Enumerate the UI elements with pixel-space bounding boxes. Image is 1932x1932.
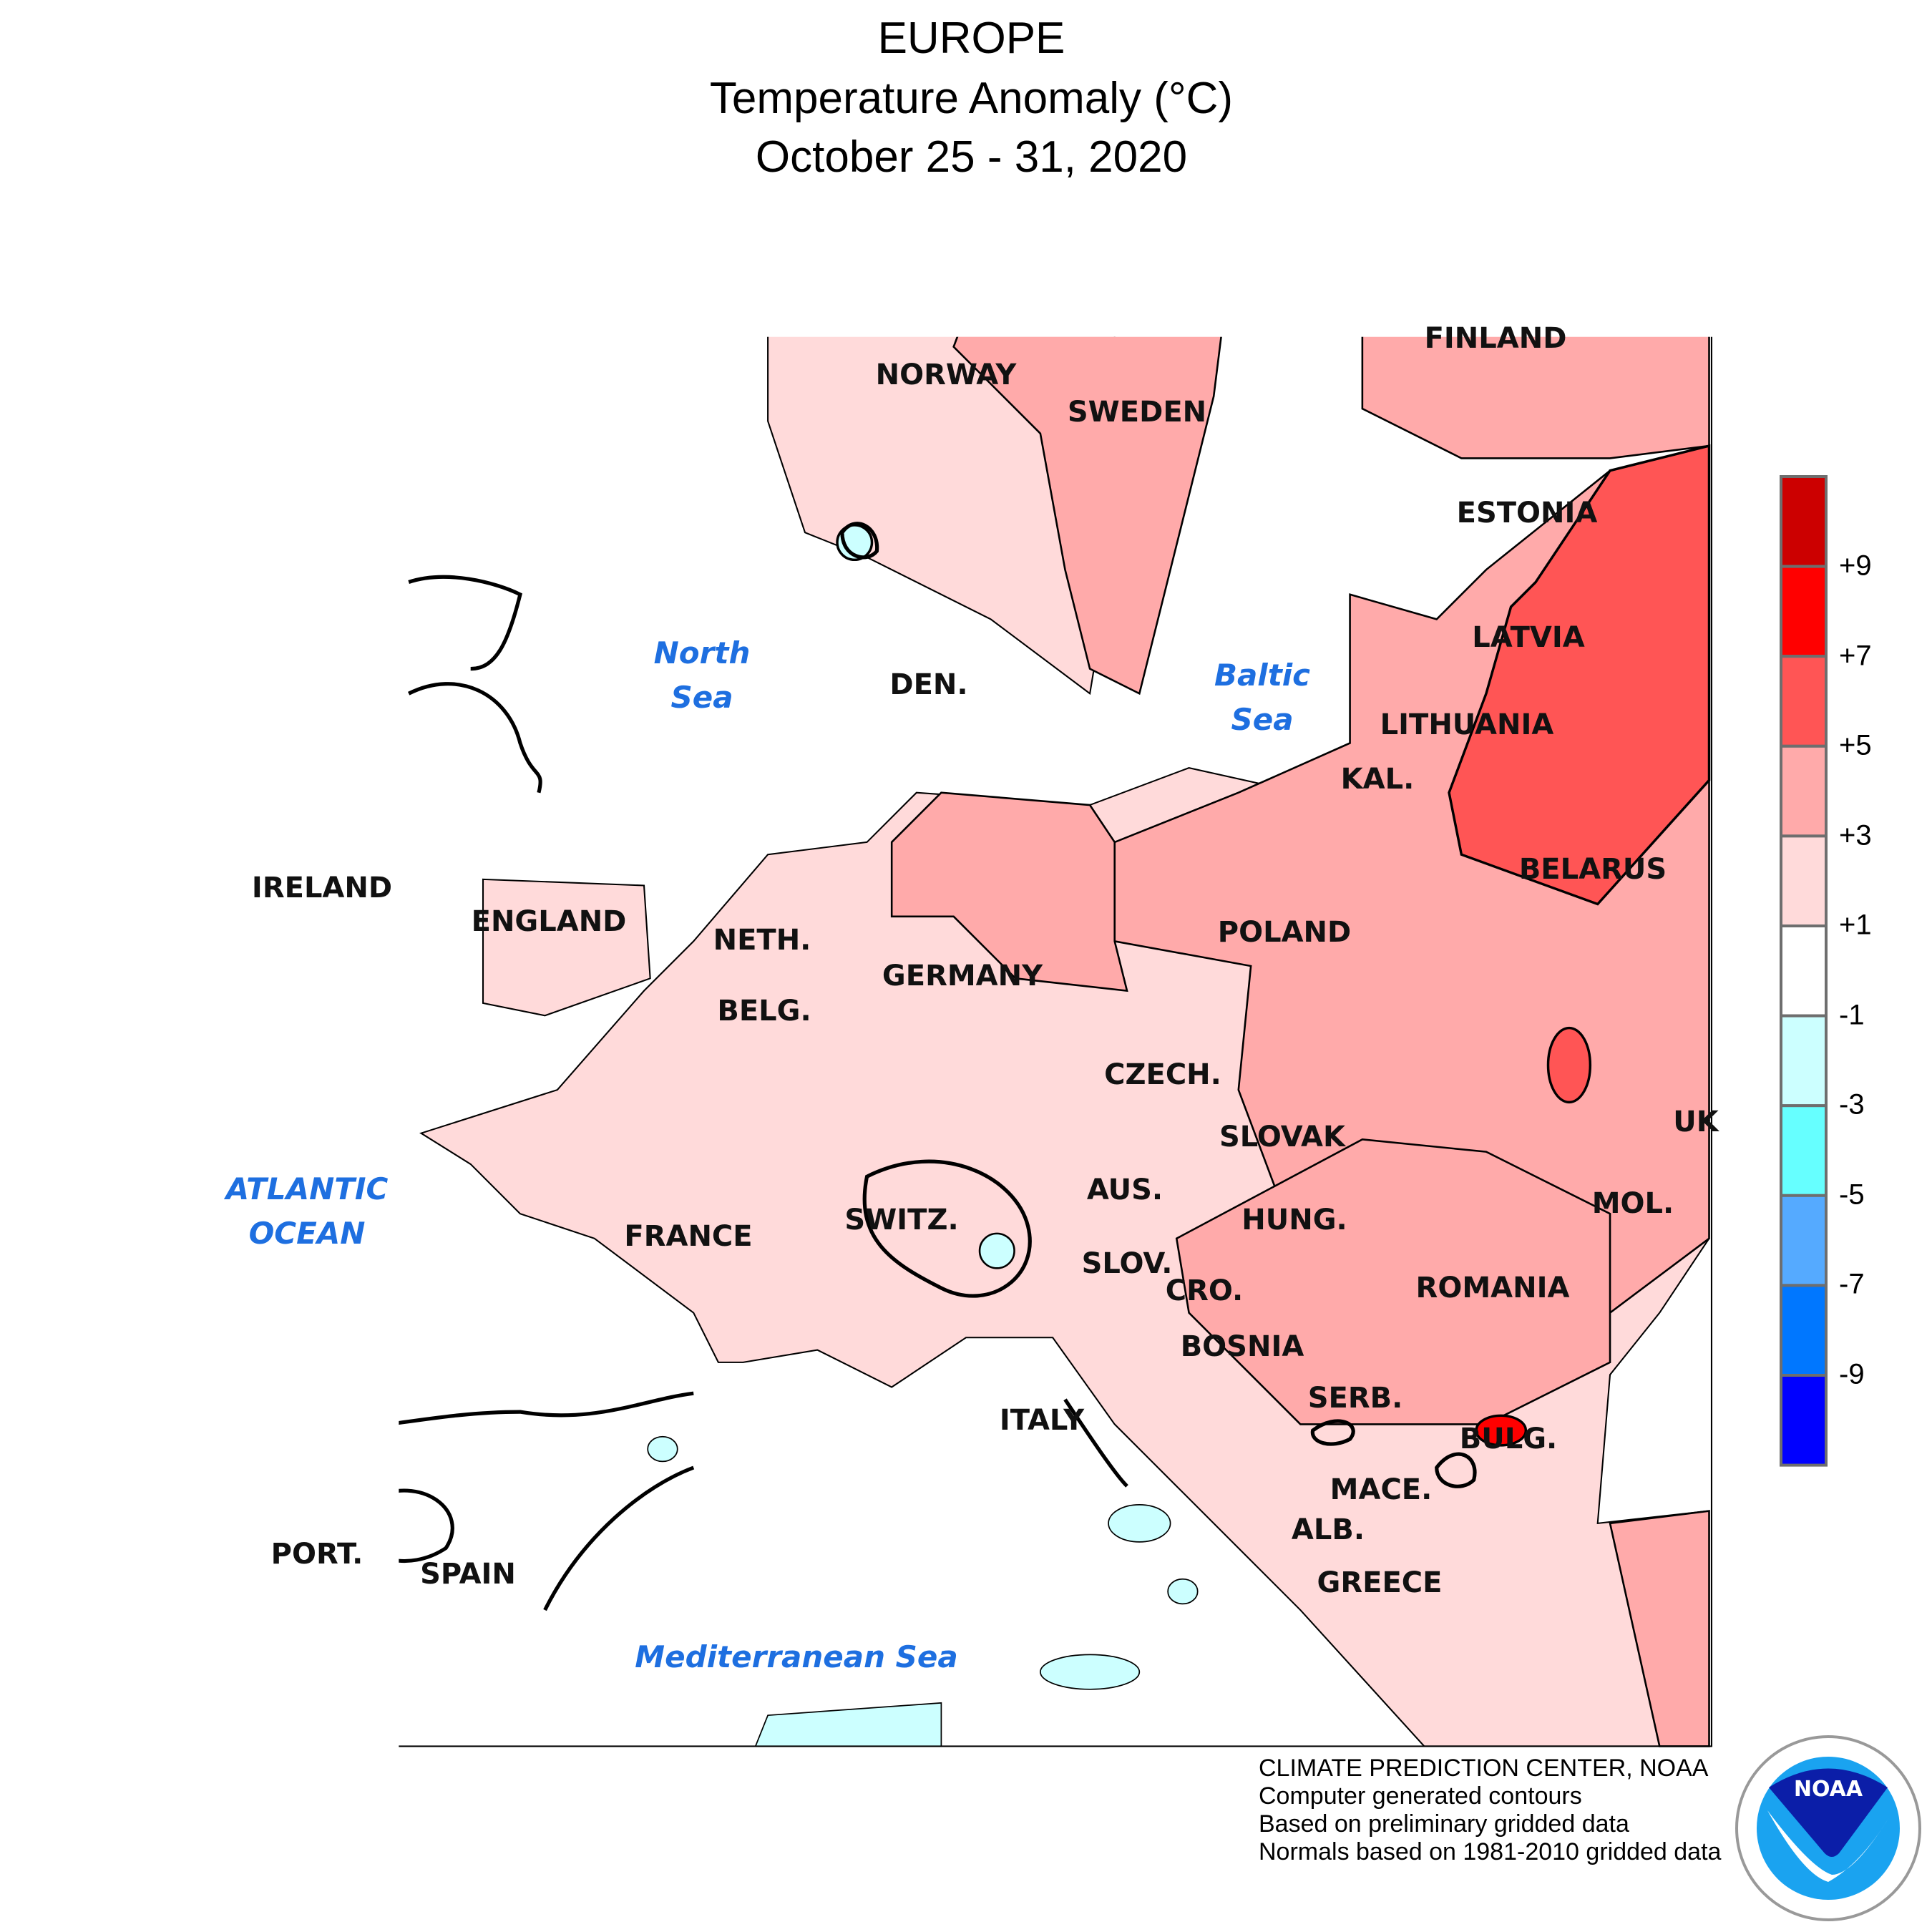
label-lithuania: LITHUANIA (1380, 708, 1554, 741)
label-slovakia: SLOVAK (1219, 1121, 1345, 1153)
legend-swatch (1780, 924, 1828, 1018)
label-atlantic-line2: OCEAN (248, 1216, 366, 1251)
anomaly-spot-bulgaria (1475, 1414, 1528, 1447)
label-serbia: SERB. (1307, 1382, 1403, 1415)
legend-swatch (1780, 1194, 1828, 1287)
legend-label: -1 (1839, 999, 1865, 1031)
label-france: FRANCE (624, 1220, 753, 1253)
anomaly-spot-cold (275, 1459, 319, 1489)
footer-note: Normals based on 1981-2010 gridded data (1259, 1838, 1722, 1865)
label-ireland: IRELAND (251, 872, 393, 904)
label-slovenia: SLOV. (1081, 1247, 1173, 1280)
legend-label: +7 (1839, 640, 1872, 672)
anomaly-spot-cold (978, 1232, 1015, 1269)
legend-label: +1 (1839, 909, 1872, 941)
legend-label: +5 (1839, 729, 1872, 761)
anomaly-region-finland (1361, 336, 1710, 459)
label-atlantic-ocean: ATLANTIC OCEAN (226, 1167, 389, 1256)
label-albania: ALB. (1291, 1513, 1365, 1546)
legend-swatch (1780, 1014, 1828, 1108)
label-italy: ITALY (999, 1404, 1085, 1437)
contour-line (399, 1391, 1128, 1611)
legend-swatch (1780, 834, 1828, 928)
label-spain: SPAIN (420, 1558, 516, 1591)
legend-colorbar (1780, 475, 1828, 1467)
anomaly-spot-ukraine (1546, 1026, 1592, 1104)
label-sweden: SWEDEN (1067, 396, 1207, 429)
legend-label: +3 (1839, 819, 1872, 852)
label-denmark: DEN. (889, 668, 968, 701)
label-belarus: BELARUS (1518, 853, 1667, 886)
label-hungary: HUNG. (1241, 1204, 1347, 1236)
label-baltic-sea-line1: Baltic (1214, 658, 1311, 693)
legend-swatch (1780, 1104, 1828, 1197)
label-finland: FINLAND (1424, 322, 1567, 355)
label-moldova: MOL. (1591, 1187, 1674, 1220)
contour-line (840, 522, 1477, 1488)
legend-label: -9 (1839, 1358, 1865, 1390)
anomaly-region-plus5-7 (1448, 444, 1711, 906)
label-estonia: ESTONIA (1456, 497, 1598, 530)
legend-swatch (1780, 475, 1828, 568)
label-north-sea-line2: Sea (670, 680, 733, 715)
anomaly-spot-cold (1167, 1578, 1199, 1605)
label-north-sea: North Sea (654, 631, 751, 720)
label-bosnia: BOSNIA (1180, 1330, 1304, 1363)
label-austria: AUS. (1086, 1174, 1163, 1206)
label-poland: POLAND (1217, 916, 1352, 949)
label-portugal: PORT. (270, 1538, 364, 1571)
legend-swatch (1780, 744, 1828, 838)
title-region: EUROPE (877, 14, 1065, 63)
label-romania: ROMANIA (1415, 1272, 1570, 1304)
legend-swatch (1780, 565, 1828, 658)
label-czech: CZECH. (1104, 1058, 1221, 1091)
anomaly-region-germany (890, 791, 1128, 992)
label-belgium: BELG. (717, 995, 811, 1028)
legend-swatch (1780, 1284, 1828, 1377)
legend-swatch (1780, 1374, 1828, 1467)
legend-label: +9 (1839, 550, 1872, 582)
label-macedonia: MACE. (1330, 1473, 1433, 1506)
anomaly-spot-cold (647, 1435, 678, 1463)
title-dates: October 25 - 31, 2020 (755, 132, 1188, 182)
label-norway: NORWAY (875, 358, 1017, 391)
label-latvia: LATVIA (1472, 621, 1585, 654)
label-kaliningrad: KAL. (1340, 763, 1415, 796)
footer-credit: CLIMATE PREDICTION CENTER, NOAA (1259, 1755, 1709, 1782)
legend-swatch (1780, 655, 1828, 748)
label-atlantic-line1: ATLANTIC (225, 1171, 389, 1206)
noaa-logo-text: NOAA (1794, 1777, 1863, 1802)
legend-label: -3 (1839, 1088, 1865, 1121)
legend-label: -7 (1839, 1268, 1865, 1300)
label-bulgaria: BULG. (1459, 1423, 1558, 1455)
label-switzerland: SWITZ. (844, 1204, 959, 1236)
anomaly-spot-cold (1040, 1654, 1141, 1690)
noaa-logo: NOAA (1735, 1735, 1921, 1921)
label-baltic-sea: Baltic Sea (1214, 653, 1310, 742)
anomaly-region-balkans (1175, 1138, 1611, 1425)
anomaly-region-norway (767, 336, 1116, 696)
title-variable: Temperature Anomaly (°C) (709, 74, 1234, 123)
contour-line (408, 575, 542, 794)
label-england: ENGLAND (471, 905, 627, 938)
label-greece: GREECE (1317, 1566, 1443, 1599)
label-netherlands: NETH. (713, 924, 811, 957)
footer-note: Based on preliminary gridded data (1259, 1810, 1629, 1838)
label-north-sea-line1: North (653, 635, 751, 670)
label-germany: GERMANY (882, 960, 1043, 992)
legend-label: -5 (1839, 1179, 1865, 1211)
anomaly-region-sweden (952, 336, 1222, 696)
label-mediterranean-sea: Mediterranean Sea (635, 1639, 958, 1674)
anomaly-spot-cold (1108, 1504, 1171, 1543)
label-croatia: CRO. (1165, 1274, 1244, 1307)
label-baltic-sea-line2: Sea (1231, 702, 1294, 737)
anomaly-spot-cold-africa (754, 1702, 942, 1747)
label-ukraine: UK (1673, 1106, 1719, 1138)
anomaly-region-england (482, 878, 651, 1017)
footer-note: Computer generated contours (1259, 1782, 1582, 1810)
